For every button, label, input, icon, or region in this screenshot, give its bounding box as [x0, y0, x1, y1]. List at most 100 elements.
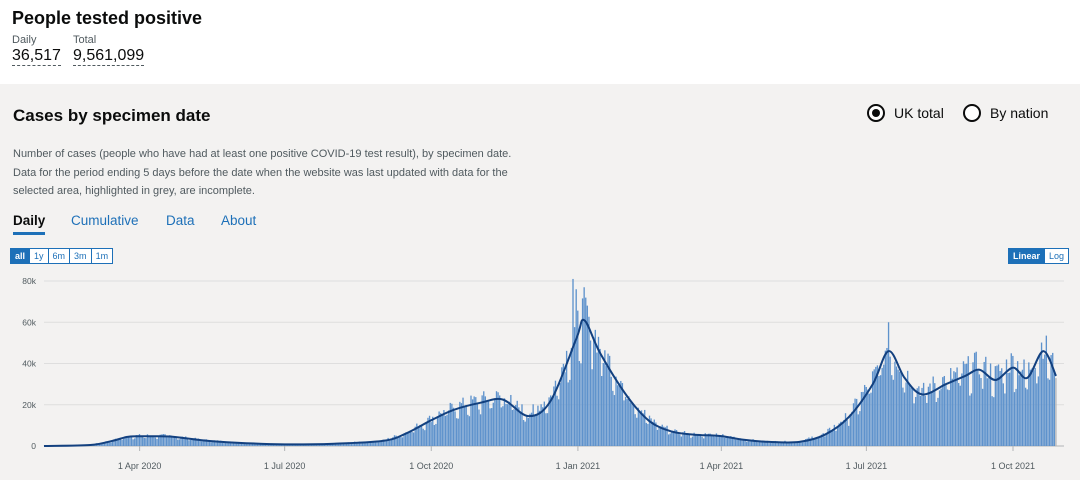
daily-bar: [639, 412, 641, 446]
daily-bar: [506, 404, 509, 446]
daily-bar: [779, 443, 781, 446]
x-tick-label: 1 Apr 2020: [118, 461, 162, 471]
daily-bar: [997, 364, 1000, 446]
daily-bar: [806, 438, 808, 446]
rolling-average-line: [43, 318, 1057, 447]
daily-bar: [876, 365, 879, 446]
daily-bar: [739, 438, 742, 446]
daily-bar: [153, 436, 155, 446]
range-1y-button[interactable]: 1y: [30, 248, 49, 264]
daily-bar: [357, 443, 359, 446]
total-metric: Total 9,561,099: [73, 34, 145, 66]
daily-bar: [213, 440, 216, 446]
daily-bar: [667, 434, 670, 446]
daily-bar: [632, 404, 635, 446]
range-all-button[interactable]: all: [10, 248, 31, 264]
daily-bar: [169, 435, 171, 446]
daily-bar: [240, 443, 243, 446]
daily-bar: [1026, 389, 1028, 446]
daily-bar: [790, 442, 793, 446]
daily-bar: [331, 443, 334, 446]
daily-bar: [833, 424, 836, 446]
daily-bar: [374, 441, 377, 446]
radio-by-nation[interactable]: By nation: [963, 104, 1048, 122]
daily-bar: [1034, 367, 1036, 446]
daily-bar: [658, 427, 660, 446]
daily-bar: [436, 417, 439, 446]
daily-bar: [463, 406, 466, 446]
daily-bar: [902, 387, 904, 446]
tab-cumulative[interactable]: Cumulative: [71, 213, 139, 228]
radio-checked-icon[interactable]: [867, 104, 885, 122]
daily-bar: [782, 441, 785, 446]
daily-bar: [122, 438, 125, 446]
daily-bar: [577, 310, 579, 446]
daily-bar: [824, 436, 826, 446]
daily-bar: [621, 383, 624, 446]
daily-bar: [218, 441, 220, 446]
daily-bar: [448, 410, 450, 446]
daily-bar: [559, 383, 561, 446]
daily-bar: [346, 443, 348, 446]
daily-bar: [491, 408, 493, 446]
tab-daily[interactable]: Daily: [13, 213, 46, 235]
range-3m-button[interactable]: 3m: [70, 248, 92, 264]
daily-bar: [769, 442, 772, 446]
daily-bar: [473, 396, 475, 446]
daily-bar: [202, 440, 204, 446]
radio-unchecked-icon[interactable]: [963, 104, 981, 122]
daily-bar: [948, 390, 950, 446]
daily-bar: [350, 442, 353, 446]
daily-bar: [725, 437, 727, 446]
daily-bar: [369, 441, 372, 446]
tab-data[interactable]: Data: [166, 213, 195, 228]
daily-bar: [988, 376, 990, 446]
scale-linear-button[interactable]: Linear: [1008, 248, 1046, 264]
daily-bar: [1002, 383, 1004, 446]
daily-bar: [943, 375, 946, 446]
radio-uk-total[interactable]: UK total: [867, 104, 944, 122]
daily-bar: [524, 421, 526, 446]
daily-bar: [162, 434, 165, 446]
scale-log-button[interactable]: Log: [1045, 248, 1070, 264]
daily-bar: [956, 367, 958, 446]
daily-bar: [608, 355, 611, 446]
daily-bar: [231, 441, 233, 446]
daily-bar: [838, 423, 840, 446]
daily-bar: [704, 433, 706, 446]
daily-bar: [1023, 359, 1025, 446]
daily-bar: [843, 419, 845, 446]
daily-bar: [118, 439, 120, 446]
range-6m-button[interactable]: 6m: [48, 248, 71, 264]
daily-bar: [522, 420, 525, 446]
daily-bar: [881, 367, 883, 446]
daily-bar: [989, 363, 992, 446]
daily-label: Daily: [12, 34, 37, 46]
daily-bar: [703, 438, 705, 446]
daily-bar: [207, 440, 209, 446]
daily-bar: [216, 440, 219, 446]
y-tick-label: 60k: [22, 317, 36, 327]
range-1m-button[interactable]: 1m: [91, 248, 114, 264]
daily-bar: [624, 396, 627, 446]
daily-bar: [894, 361, 896, 446]
daily-bar: [993, 397, 995, 446]
daily-bar: [256, 443, 259, 446]
daily-bar: [250, 443, 252, 446]
total-value[interactable]: 9,561,099: [73, 47, 145, 66]
daily-bar: [776, 441, 778, 446]
daily-bar: [932, 376, 934, 446]
daily-bar: [529, 413, 531, 446]
daily-bar: [679, 434, 681, 446]
daily-bar: [135, 435, 137, 446]
tab-about[interactable]: About: [221, 213, 257, 228]
daily-bar: [347, 442, 349, 446]
daily-bar: [994, 366, 997, 446]
daily-bar: [210, 442, 212, 446]
daily-bar: [666, 425, 668, 446]
daily-bar: [1001, 368, 1003, 446]
daily-value[interactable]: 36,517: [12, 47, 61, 66]
daily-bar: [953, 371, 955, 446]
daily-bar: [800, 441, 802, 446]
daily-bar: [573, 327, 576, 446]
